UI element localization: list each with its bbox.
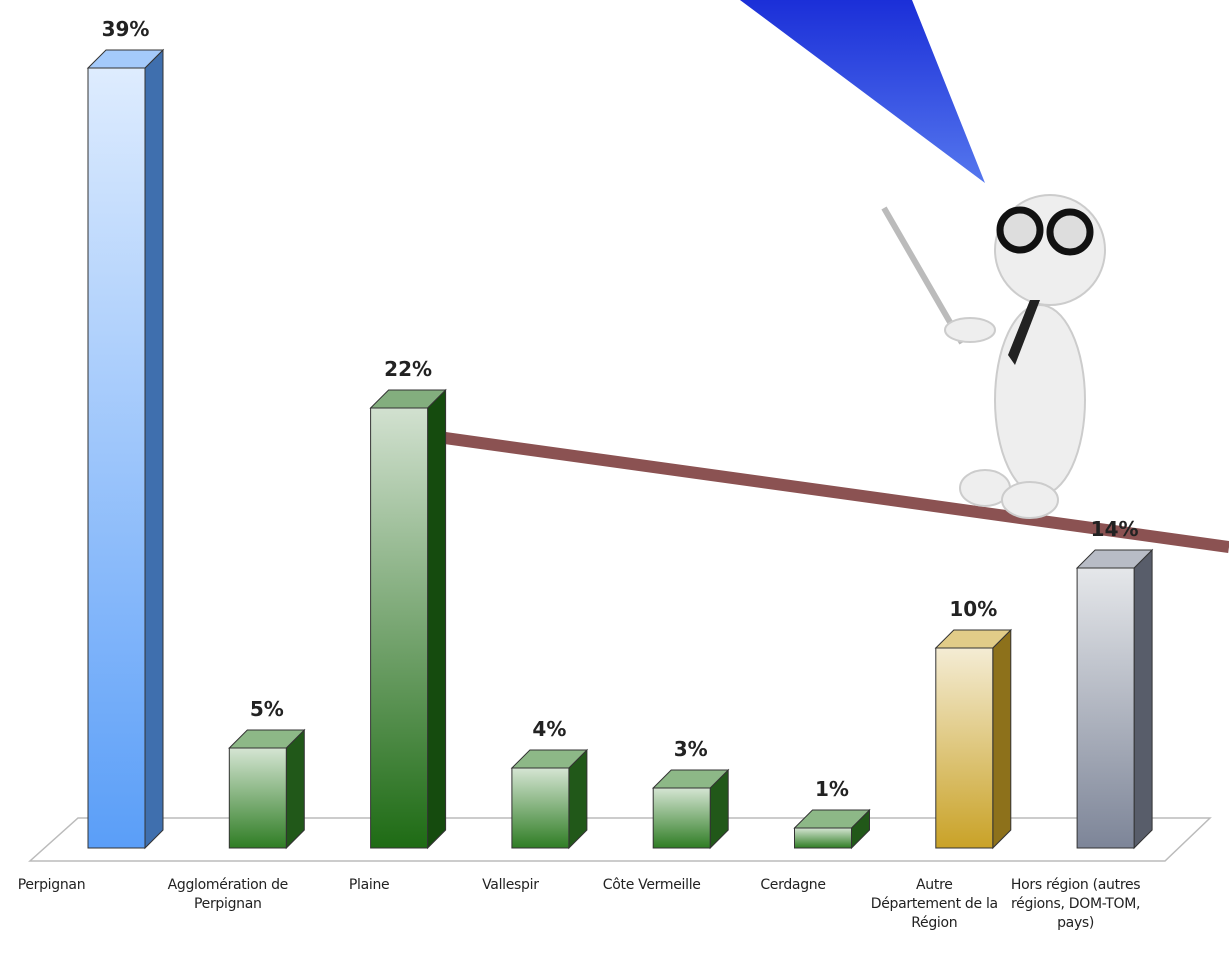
category-label: Perpignan — [17, 877, 86, 893]
bar — [370, 407, 429, 849]
category-label: Vallespir — [482, 877, 539, 893]
value-label: 5% — [250, 697, 284, 721]
spotlight — [740, 0, 985, 183]
bar — [511, 767, 570, 849]
bar — [1076, 567, 1135, 849]
bar-side — [1133, 548, 1153, 850]
value-label: 1% — [815, 777, 849, 801]
bar — [935, 647, 994, 849]
bar-side — [992, 628, 1012, 850]
floor — [28, 817, 1212, 862]
trend-beam — [444, 432, 1229, 553]
category-label: Agglomération de Perpignan — [167, 877, 289, 912]
value-label: 3% — [674, 737, 708, 761]
bar — [87, 67, 146, 849]
bar — [794, 827, 852, 849]
category-label: Côte Vermeille — [602, 877, 701, 893]
value-label: 10% — [949, 597, 997, 621]
category-label: Plaine — [348, 877, 390, 893]
bar-side — [144, 48, 164, 850]
bar — [228, 747, 287, 849]
presenter-figure — [881, 194, 1106, 519]
value-label: 14% — [1091, 517, 1139, 541]
value-label: 4% — [532, 717, 566, 741]
category-label: Autre Département de la Région — [870, 877, 998, 931]
value-label: 39% — [102, 17, 150, 41]
bar-side — [285, 728, 305, 850]
category-label: Cerdagne — [760, 877, 826, 893]
bar — [652, 787, 711, 849]
value-label: 22% — [384, 357, 432, 381]
bar-side — [427, 388, 447, 850]
category-label: Hors région (autres régions, DOM-TOM, pa… — [1010, 877, 1141, 931]
